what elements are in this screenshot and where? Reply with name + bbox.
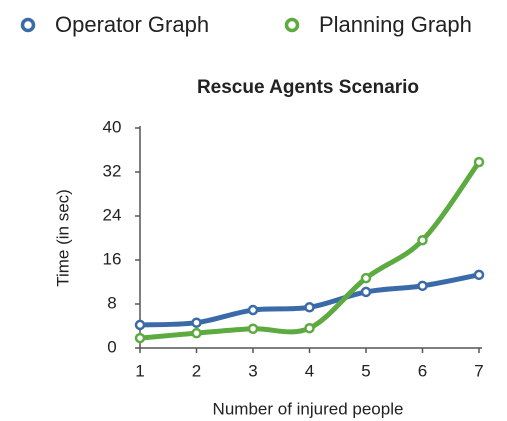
point: [473, 156, 485, 168]
y-tick-label: 0: [107, 337, 116, 356]
point: [304, 302, 315, 313]
x-tick-label: 4: [305, 361, 314, 380]
point: [417, 280, 428, 292]
y-axis-label: Time (in sec): [53, 189, 72, 287]
x-tick-label: 6: [418, 361, 427, 380]
x-tick-label: 3: [248, 361, 257, 380]
legend-marker: [20, 17, 36, 33]
y-tick-label: 32: [103, 161, 122, 180]
point: [473, 269, 485, 281]
y-tick-label: 16: [103, 249, 122, 268]
point: [360, 286, 372, 298]
point: [247, 304, 259, 316]
y-tick-label: 40: [103, 117, 122, 136]
point: [417, 234, 428, 246]
point: [191, 327, 202, 339]
legend-marker: [284, 17, 300, 33]
series-line: [137, 272, 482, 328]
point: [247, 323, 259, 334]
y-tick-label: 8: [107, 293, 116, 312]
x-axis-label: Number of injured people: [213, 399, 404, 418]
x-tick-label: 2: [192, 361, 201, 380]
x-tick-label: 1: [135, 361, 144, 380]
point: [134, 332, 146, 344]
point: [360, 272, 372, 284]
legend-label: Planning Graph: [319, 12, 472, 37]
point: [134, 319, 146, 331]
x-tick-label: 7: [474, 361, 483, 380]
y-tick-label: 24: [103, 205, 122, 224]
legend-label: Operator Graph: [55, 12, 209, 37]
point: [191, 317, 202, 328]
chart-title: Rescue Agents Scenario: [197, 77, 419, 98]
x-tick-label: 5: [361, 361, 370, 380]
point: [304, 322, 315, 334]
